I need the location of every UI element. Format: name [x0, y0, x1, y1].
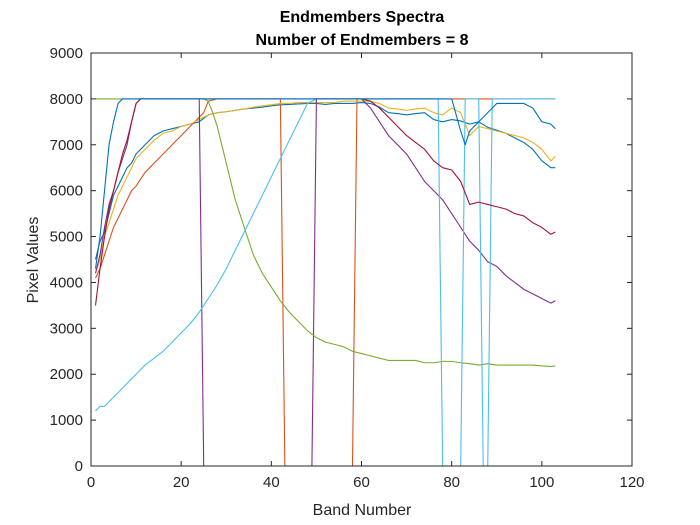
series-line-8	[94, 98, 556, 269]
y-tick-label: 6000	[50, 183, 83, 200]
x-tick-label: 60	[353, 474, 370, 491]
series-line-3	[94, 100, 556, 274]
y-tick-label: 3000	[50, 320, 83, 337]
y-axis-label: Pixel Values	[25, 217, 42, 304]
x-tick-label: 40	[263, 474, 280, 491]
series-layer	[94, 98, 556, 467]
y-tick-label: 0	[75, 458, 83, 475]
tick-layer: 0 20 40 60 80 100 120 0 1000 2000 3000 4000 5000 6000…	[50, 45, 645, 491]
y-tick-label: 4000	[50, 274, 83, 291]
plot-area	[91, 53, 632, 466]
y-tick-label: 2000	[50, 366, 83, 383]
y-tick-label: 8000	[50, 91, 83, 108]
series-line-1	[94, 102, 556, 260]
y-tick-label: 9000	[50, 45, 83, 62]
chart-title: Endmembers Spectra	[280, 9, 445, 26]
y-tick-label: 1000	[50, 412, 83, 429]
chart-subtitle: Number of Endmembers = 8	[256, 32, 469, 49]
x-tick-label: 100	[529, 474, 554, 491]
y-tick-label: 7000	[50, 137, 83, 154]
x-tick-label: 80	[443, 474, 460, 491]
x-tick-label: 120	[619, 474, 644, 491]
y-tick-label: 5000	[50, 229, 83, 246]
x-axis-label: Band Number	[313, 502, 412, 519]
x-tick-label: 0	[87, 474, 95, 491]
x-tick-label: 20	[173, 474, 190, 491]
